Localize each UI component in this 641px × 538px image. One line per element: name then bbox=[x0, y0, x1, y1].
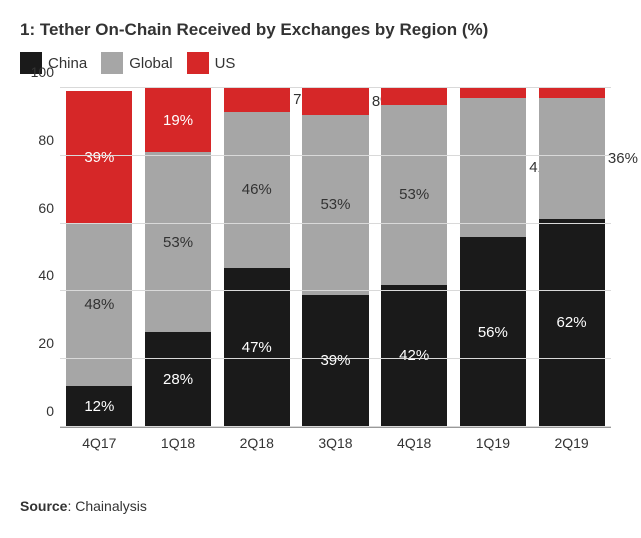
segment-label: 46% bbox=[242, 181, 272, 198]
bar-segment-global: 53% bbox=[381, 105, 447, 285]
segment-label: 53% bbox=[399, 186, 429, 203]
x-tick-label: 2Q19 bbox=[539, 435, 605, 451]
bar-segment-china: 56% bbox=[460, 237, 526, 427]
source-value: Chainalysis bbox=[75, 498, 147, 514]
bar-segment-china: 12% bbox=[66, 386, 132, 427]
bar-segment-us bbox=[539, 88, 605, 98]
segment-label: 28% bbox=[163, 371, 193, 388]
x-tick-label: 1Q19 bbox=[460, 435, 526, 451]
bar-segment-global: 53% bbox=[145, 152, 211, 332]
segment-label: 39% bbox=[84, 149, 114, 166]
bar-segment-us: 19% bbox=[145, 88, 211, 152]
bar-segment-us: 39% bbox=[66, 91, 132, 223]
bar-segment-china: 28% bbox=[145, 332, 211, 427]
legend: China Global US bbox=[20, 52, 621, 74]
legend-item-us: US bbox=[187, 52, 236, 74]
bar-segment-china: 39% bbox=[302, 295, 368, 427]
segment-label: 12% bbox=[84, 398, 114, 415]
gridline bbox=[60, 155, 611, 156]
bar-group: 41% 56% bbox=[460, 88, 526, 427]
bar-group: 39% 48% 12% bbox=[66, 88, 132, 427]
bar-segment-global: 41% bbox=[460, 98, 526, 237]
y-tick-label: 80 bbox=[22, 132, 54, 148]
legend-label: Global bbox=[129, 55, 172, 72]
y-tick-label: 40 bbox=[22, 267, 54, 283]
title-prefix: 1 bbox=[20, 20, 29, 39]
segment-label: 36% bbox=[608, 150, 638, 167]
bar-segment-china: 47% bbox=[224, 268, 290, 427]
bar-segment-us bbox=[381, 88, 447, 105]
y-tick-label: 100 bbox=[22, 64, 54, 80]
bars-container: 39% 48% 12% 19% 53% 28% 7% 46% 47% 8% 53% 39% 53% 42%… bbox=[60, 88, 611, 427]
bar-segment-china: 42% bbox=[381, 285, 447, 427]
chart-area: 39% 48% 12% 19% 53% 28% 7% 46% 47% 8% 53% 39% 53% 42%… bbox=[60, 88, 611, 458]
bar-group: 8% 53% 39% bbox=[302, 88, 368, 427]
segment-label: 53% bbox=[163, 234, 193, 251]
gridline bbox=[60, 358, 611, 359]
bar-segment-china: 62% bbox=[539, 219, 605, 427]
plot: 39% 48% 12% 19% 53% 28% 7% 46% 47% 8% 53% 39% 53% 42%… bbox=[60, 88, 611, 428]
chart-title: 1: Tether On-Chain Received by Exchanges… bbox=[20, 20, 621, 40]
y-tick-label: 0 bbox=[22, 403, 54, 419]
segment-label: 56% bbox=[478, 324, 508, 341]
source-label: Source bbox=[20, 498, 67, 514]
legend-item-global: Global bbox=[101, 52, 172, 74]
x-tick-label: 4Q17 bbox=[66, 435, 132, 451]
bar-segment-us bbox=[460, 88, 526, 98]
bar-group: 7% 46% 47% bbox=[224, 88, 290, 427]
legend-swatch-icon bbox=[101, 52, 123, 74]
x-tick-label: 3Q18 bbox=[302, 435, 368, 451]
y-tick-label: 20 bbox=[22, 335, 54, 351]
gridline bbox=[60, 426, 611, 427]
x-axis-labels: 4Q17 1Q18 2Q18 3Q18 4Q18 1Q19 2Q19 bbox=[60, 428, 611, 458]
segment-label: 19% bbox=[163, 112, 193, 129]
segment-label: 62% bbox=[557, 314, 587, 331]
segment-label: 42% bbox=[399, 347, 429, 364]
x-tick-label: 2Q18 bbox=[224, 435, 290, 451]
bar-group: 36% 62% bbox=[539, 88, 605, 427]
x-tick-label: 1Q18 bbox=[145, 435, 211, 451]
source-line: Source: Chainalysis bbox=[20, 498, 621, 514]
bar-group: 53% 42% bbox=[381, 88, 447, 427]
x-tick-label: 4Q18 bbox=[381, 435, 447, 451]
gridline bbox=[60, 290, 611, 291]
bar-segment-global: 53% bbox=[302, 115, 368, 295]
y-tick-label: 60 bbox=[22, 200, 54, 216]
segment-label: 39% bbox=[320, 352, 350, 369]
gridline bbox=[60, 87, 611, 88]
bar-segment-us: 7% bbox=[224, 88, 290, 112]
legend-label: US bbox=[215, 55, 236, 72]
segment-label: 53% bbox=[320, 196, 350, 213]
bar-segment-global: 46% bbox=[224, 112, 290, 268]
bar-segment-us: 8% bbox=[302, 88, 368, 115]
bar-segment-global: 48% bbox=[66, 224, 132, 387]
title-text: Tether On-Chain Received by Exchanges by… bbox=[40, 20, 488, 39]
legend-swatch-icon bbox=[187, 52, 209, 74]
bar-group: 19% 53% 28% bbox=[145, 88, 211, 427]
gridline bbox=[60, 223, 611, 224]
segment-label: 47% bbox=[242, 339, 272, 356]
bar-segment-global: 36% bbox=[539, 98, 605, 219]
segment-label: 48% bbox=[84, 296, 114, 313]
